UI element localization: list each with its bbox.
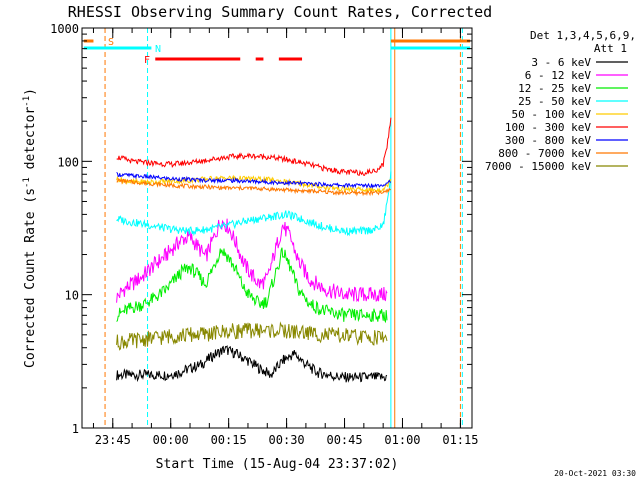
series-line-800-7000-kev: [116, 177, 392, 197]
flag-label-s: S: [108, 37, 114, 48]
flag-label-n: N: [155, 44, 161, 55]
series-line-6-12-kev: [116, 218, 388, 303]
x-tick-label: 00:15: [211, 433, 247, 447]
x-tick-label: 00:00: [153, 433, 189, 447]
legend-label-12-25-kev: 12 - 25 keV: [518, 82, 591, 95]
flag-label-f: F: [144, 55, 150, 66]
flag-bars: S NF: [83, 37, 471, 66]
series-line-25-50-kev: [116, 171, 392, 237]
legend-label-300-800-kev: 300 - 800 keV: [505, 134, 591, 147]
y-tick-label: 1: [72, 422, 79, 436]
x-tick-label: 01:00: [384, 433, 420, 447]
series-line-7000-15000-kev: [116, 321, 388, 351]
x-tick-label: 00:30: [269, 433, 305, 447]
legend-label-50-100-kev: 50 - 100 keV: [512, 108, 592, 121]
plot-frame: [81, 27, 473, 429]
legend-label-7000-15000-kev: 7000 - 15000 keV: [485, 160, 591, 173]
legend-label-3-6-kev: 3 - 6 keV: [531, 56, 591, 69]
x-axis-ticks: 23:45 00:00 00:15 00:30 00:45 01:00 01:15: [92, 28, 478, 447]
plot-area: S NF: [83, 28, 471, 428]
series-line-12-25-kev: [116, 247, 388, 324]
legend-label-100-300-kev: 100 - 300 keV: [505, 121, 591, 134]
legend-header-line-1: Det 1,3,4,5,6,9,: [530, 29, 636, 42]
y-tick-label: 10: [65, 289, 79, 303]
x-tick-label: 23:45: [95, 433, 131, 447]
legend-label-800-7000-kev: 800 - 7000 keV: [498, 147, 591, 160]
series-line-50-100-kev: [116, 174, 392, 194]
x-tick-label: 00:45: [326, 433, 362, 447]
y-tick-label: 100: [57, 155, 79, 169]
y-axis-ticks: 1 10 100 1000: [50, 22, 472, 436]
series-lines: [116, 117, 392, 383]
footer-timestamp: 20-Oct-2021 03:30: [554, 469, 636, 478]
x-axis-label: Start Time (15-Aug-04 23:37:02): [156, 457, 399, 472]
x-tick-label: 01:15: [442, 433, 478, 447]
chart-title: RHESSI Observing Summary Count Rates, Co…: [68, 3, 492, 21]
series-line-3-6-kev: [116, 345, 388, 383]
vertical-markers: [104, 28, 463, 428]
y-axis-label: Corrected Count Rate (s-1 detector-1): [22, 88, 38, 368]
series-line-100-300-kev: [116, 117, 392, 176]
legend-label-25-50-kev: 25 - 50 keV: [518, 95, 591, 108]
series-line-300-800-kev: [116, 172, 391, 189]
legend-header-line-2: Att 1: [594, 42, 627, 55]
y-tick-label: 1000: [50, 22, 79, 36]
legend-label-6-12-kev: 6 - 12 keV: [525, 69, 592, 82]
